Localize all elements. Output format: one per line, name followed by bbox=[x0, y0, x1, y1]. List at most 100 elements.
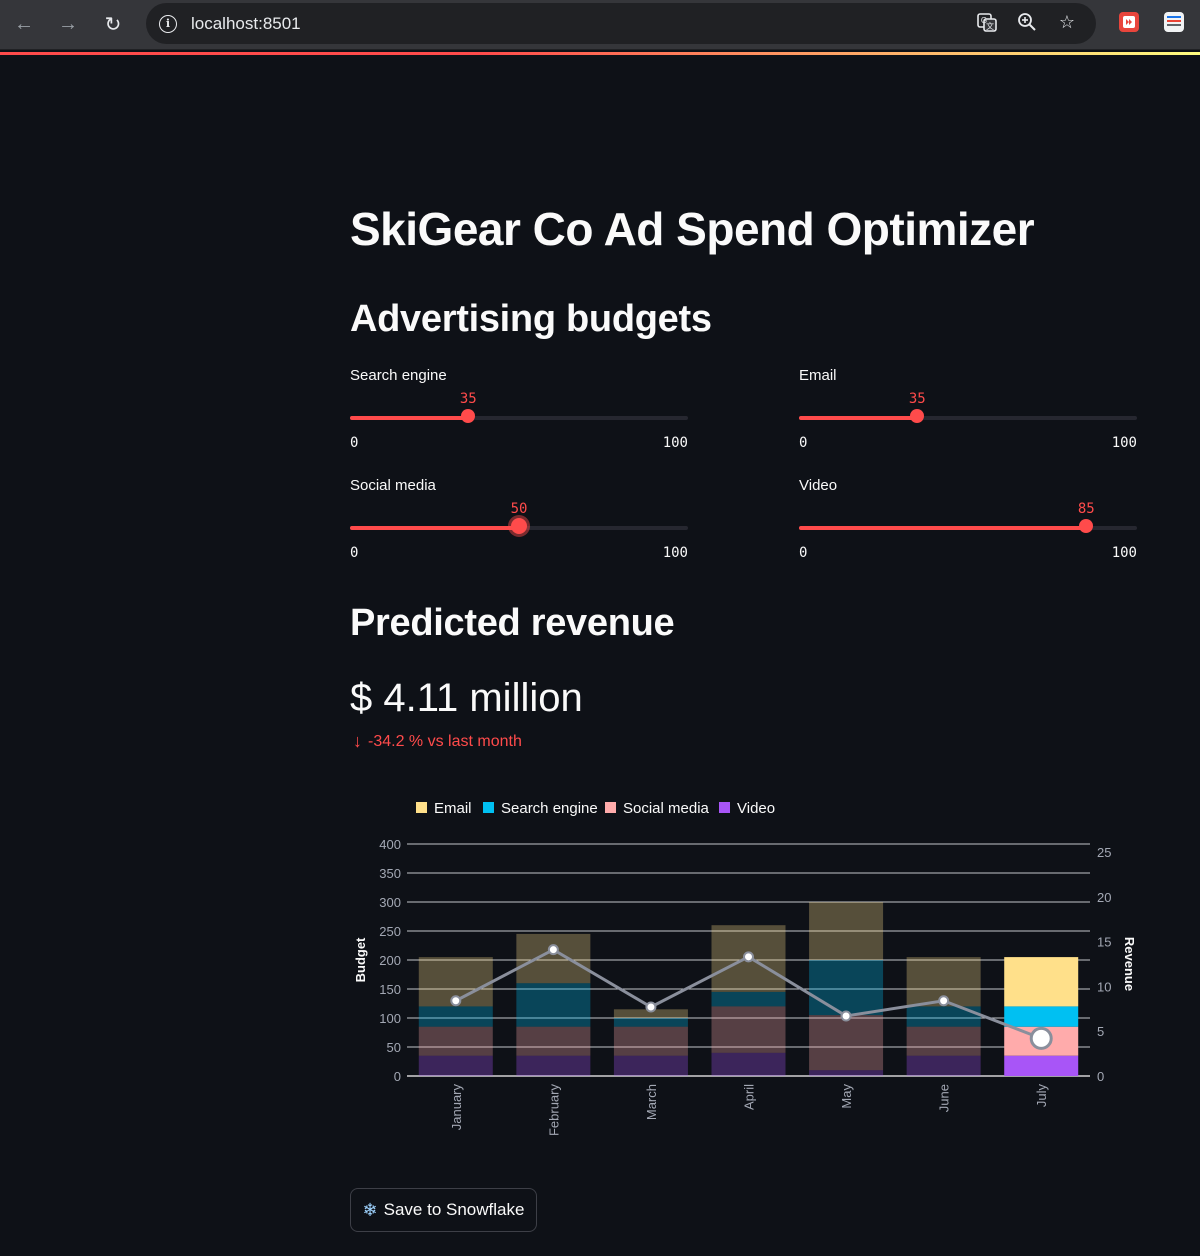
slider-label: Social media bbox=[350, 477, 436, 494]
bar-segment-search-engine bbox=[906, 1006, 981, 1027]
arrow-down-icon: ↓ bbox=[353, 731, 362, 751]
svg-text:G: G bbox=[981, 16, 987, 25]
y2-tick-label: 0 bbox=[1097, 1069, 1104, 1084]
slider-video[interactable]: Video 85 0 100 bbox=[799, 477, 1137, 577]
y-tick-label: 250 bbox=[379, 924, 401, 939]
slider-value: 35 bbox=[459, 391, 477, 407]
page-title: SkiGear Co Ad Spend Optimizer bbox=[350, 203, 1035, 255]
y2-tick-label: 25 bbox=[1097, 845, 1111, 860]
slider-label: Email bbox=[799, 367, 837, 384]
slider-email[interactable]: Email 35 0 100 bbox=[799, 367, 1137, 467]
slider-thumb[interactable] bbox=[1079, 519, 1094, 533]
bar-segment-search-engine bbox=[1004, 1006, 1079, 1027]
slider-value: 85 bbox=[1077, 501, 1095, 517]
back-icon[interactable]: ← bbox=[14, 12, 34, 35]
slider-thumb[interactable] bbox=[511, 518, 527, 534]
bar-segment-video bbox=[1004, 1055, 1079, 1076]
slider-min: 0 bbox=[350, 435, 359, 451]
bar-segment-social-media bbox=[906, 1026, 981, 1056]
y2-tick-label: 5 bbox=[1097, 1024, 1104, 1039]
slider-fill bbox=[350, 526, 519, 530]
slider-max: 100 bbox=[1111, 435, 1137, 451]
bar-segment-video bbox=[516, 1055, 591, 1076]
x-tick-label: June bbox=[937, 1084, 952, 1112]
y-tick-label: 150 bbox=[379, 982, 401, 997]
slider-track[interactable] bbox=[799, 526, 1137, 530]
legend-label: Email bbox=[434, 800, 472, 817]
slider-value: 35 bbox=[908, 391, 926, 407]
slider-value: 50 bbox=[510, 501, 528, 517]
bar-segment-video bbox=[711, 1052, 786, 1076]
x-tick-label: May bbox=[839, 1084, 854, 1109]
bar-segment-search-engine bbox=[711, 991, 786, 1007]
site-info-icon[interactable]: i bbox=[159, 14, 177, 33]
y-tick-label: 100 bbox=[379, 1011, 401, 1026]
url-text[interactable]: localhost:8501 bbox=[191, 13, 301, 33]
page-loading-bar bbox=[0, 52, 1200, 55]
legend-swatch bbox=[416, 802, 427, 813]
slider-fill bbox=[799, 526, 1087, 530]
y2-tick-label: 20 bbox=[1097, 890, 1111, 905]
metric-delta: ↓ -34.2 % vs last month bbox=[353, 731, 522, 752]
y-tick-label: 350 bbox=[379, 866, 401, 881]
revenue-point bbox=[938, 995, 950, 1007]
revenue-point bbox=[645, 1001, 657, 1013]
slider-thumb[interactable] bbox=[910, 409, 925, 423]
legend-swatch bbox=[483, 802, 494, 813]
bar-segment-email bbox=[613, 1009, 688, 1018]
bar-segment-social-media bbox=[516, 1026, 591, 1056]
bar-segment-social-media bbox=[613, 1026, 688, 1056]
bar-segment-email bbox=[516, 933, 591, 984]
slider-thumb[interactable] bbox=[461, 409, 476, 423]
revenue-point bbox=[450, 995, 462, 1007]
slider-label: Video bbox=[799, 477, 838, 494]
slider-search-engine[interactable]: Search engine 35 0 100 bbox=[350, 367, 688, 467]
bar-segment-search-engine bbox=[809, 960, 884, 1016]
slider-min: 0 bbox=[799, 435, 808, 451]
legend-label: Social media bbox=[623, 800, 710, 817]
save-to-snowflake-button[interactable]: ❄ Save to Snowflake bbox=[350, 1188, 537, 1232]
slider-social-media[interactable]: Social media 50 0 100 bbox=[350, 477, 688, 577]
x-tick-label: February bbox=[546, 1084, 561, 1137]
reload-icon[interactable]: ↻ bbox=[104, 13, 122, 36]
forward-icon[interactable]: → bbox=[58, 12, 78, 35]
x-tick-label: July bbox=[1034, 1084, 1049, 1108]
y2-tick-label: 15 bbox=[1097, 935, 1111, 950]
slider-min: 0 bbox=[799, 545, 808, 561]
bookmark-star-icon[interactable]: ☆ bbox=[1058, 11, 1076, 32]
y-tick-label: 300 bbox=[379, 895, 401, 910]
bar-segment-email bbox=[809, 902, 884, 960]
y-tick-label: 0 bbox=[394, 1069, 401, 1084]
metric-delta-text: -34.2 % vs last month bbox=[368, 732, 522, 750]
zoom-icon[interactable] bbox=[1016, 11, 1038, 33]
revenue-point bbox=[1029, 1026, 1053, 1050]
bar-segment-search-engine bbox=[418, 1006, 493, 1027]
x-tick-label: January bbox=[449, 1084, 464, 1131]
y-axis-title: Budget bbox=[353, 937, 368, 982]
legend-swatch bbox=[719, 802, 730, 813]
extension-icon[interactable] bbox=[1119, 12, 1139, 32]
revenue-point bbox=[547, 944, 559, 956]
save-button-label: Save to Snowflake bbox=[383, 1200, 525, 1219]
slider-max: 100 bbox=[662, 435, 688, 451]
bar-segment-social-media bbox=[809, 1015, 884, 1071]
bar-segment-video bbox=[809, 1070, 884, 1076]
slider-max: 100 bbox=[662, 545, 688, 561]
bar-segment-search-engine bbox=[516, 983, 591, 1027]
budgets-heading: Advertising budgets bbox=[350, 298, 712, 340]
reading-list-icon[interactable] bbox=[1164, 12, 1184, 32]
budget-revenue-chart[interactable]: 0 50 100 150 200 250 300 350 400 0 5 10 15 20 25 Budget… bbox=[340, 790, 1140, 1160]
slider-track[interactable] bbox=[799, 416, 1137, 420]
svg-text:文: 文 bbox=[986, 21, 994, 31]
slider-track[interactable] bbox=[350, 416, 688, 420]
address-bar[interactable]: i localhost:8501 bbox=[146, 3, 1096, 44]
legend-label: Video bbox=[737, 800, 775, 817]
slider-max: 100 bbox=[1111, 545, 1137, 561]
revenue-heading: Predicted revenue bbox=[350, 602, 675, 644]
bar-segment-social-media bbox=[711, 1006, 786, 1053]
x-tick-label: March bbox=[644, 1084, 659, 1120]
slider-fill bbox=[350, 416, 469, 420]
legend-swatch bbox=[605, 802, 616, 813]
